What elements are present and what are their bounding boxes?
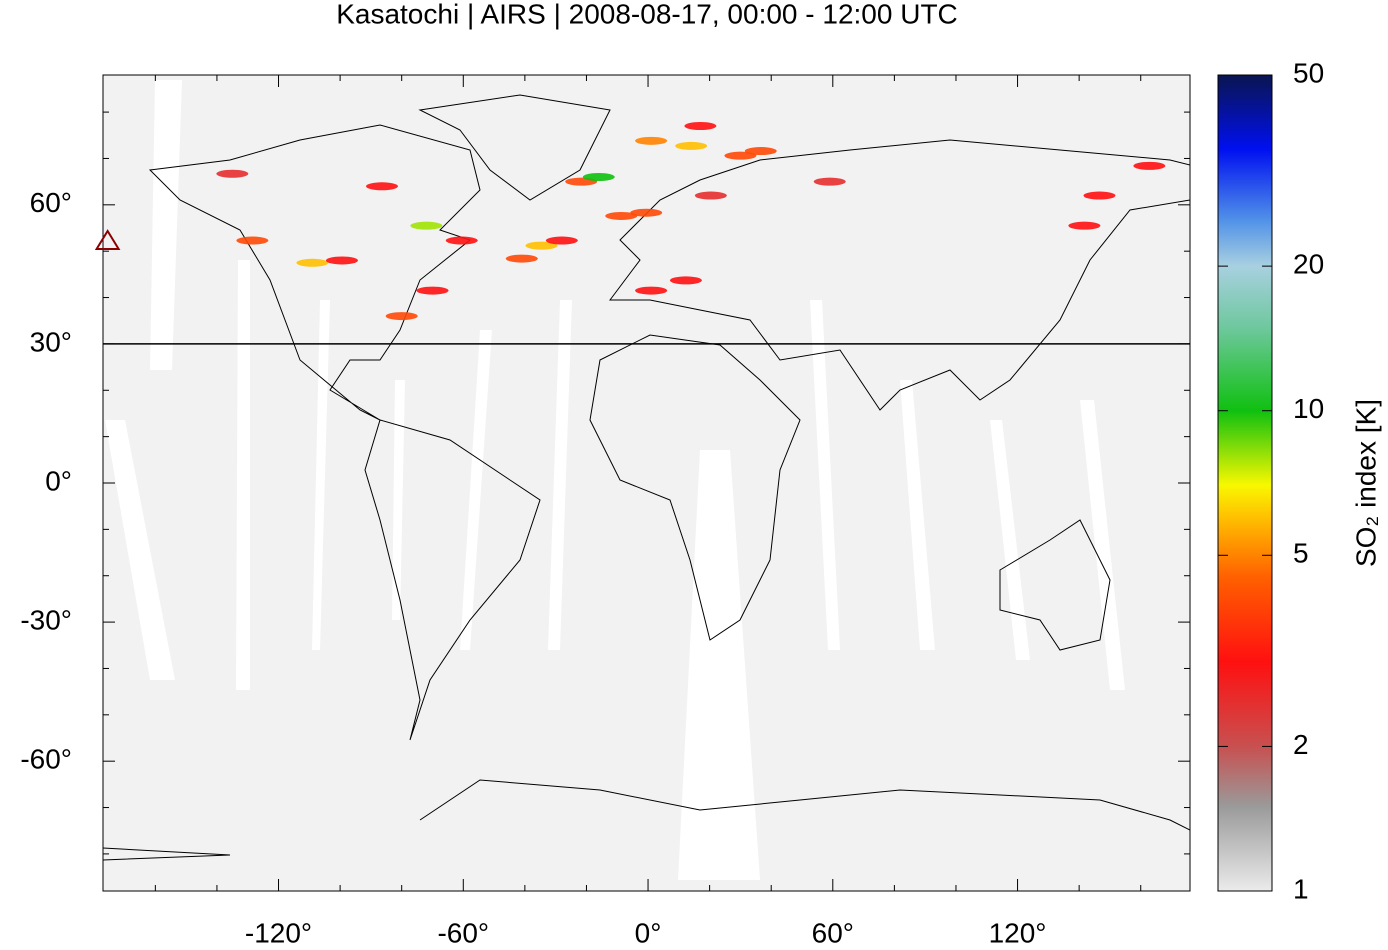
x-tick-label: 0°: [635, 917, 662, 948]
plume-cell: [1083, 191, 1116, 200]
plume-cell: [724, 151, 757, 160]
plume-cell: [1133, 161, 1166, 170]
colorbar-tick-label: 5: [1293, 538, 1309, 569]
plume-cell: [525, 241, 558, 250]
plume-cell: [505, 254, 538, 263]
plume-cell: [385, 312, 418, 321]
plume-cell: [630, 208, 663, 217]
plume-cell: [296, 258, 329, 267]
plume: [216, 122, 1166, 321]
plume-cell: [694, 191, 727, 200]
plume-cell: [582, 173, 615, 181]
plume-cell: [744, 147, 777, 156]
x-tick-label: 60°: [812, 917, 854, 948]
colorbar-tick-label: 50: [1293, 57, 1324, 88]
y-tick-label: 60°: [30, 187, 72, 218]
x-tick-label: -120°: [245, 917, 312, 948]
map-background: [103, 75, 1190, 891]
plume-cell: [545, 236, 578, 245]
coastlines: [103, 94, 1190, 861]
chart-title: Kasatochi | AIRS | 2008-08-17, 00:00 - 1…: [336, 0, 958, 29]
x-tick-label: -60°: [437, 917, 489, 948]
plume-cell: [236, 236, 269, 245]
plume-cell: [813, 177, 846, 186]
y-tick-label: 0°: [45, 465, 72, 496]
plume-cell: [325, 256, 358, 265]
plume-cell: [1068, 221, 1101, 230]
plume-cell: [216, 169, 249, 178]
colorbar-label: SO₂ index [K]: [1350, 399, 1381, 567]
plume-cell: [365, 182, 398, 191]
plume-cell: [445, 236, 478, 245]
y-tick-label: -30°: [20, 604, 72, 635]
x-tick-label: 120°: [989, 917, 1047, 948]
plume-cell: [605, 211, 638, 220]
y-tick-label: -60°: [20, 744, 72, 775]
colorbar-tick-label: 20: [1293, 249, 1324, 280]
plume-cell: [635, 286, 668, 295]
swath-gaps: [105, 80, 1125, 880]
plume-cell: [635, 136, 668, 145]
plume-cell: [675, 141, 708, 150]
colorbar: [1217, 74, 1273, 892]
y-tick-label: 30°: [30, 326, 72, 357]
plume-cell: [416, 286, 449, 295]
colorbar-tick-label: 2: [1293, 729, 1309, 760]
plume-cell: [669, 276, 702, 285]
plume-cell: [410, 221, 443, 230]
colorbar-tick-label: 1: [1293, 873, 1309, 904]
volcano-marker: [94, 229, 121, 250]
colorbar-tick-label: 10: [1293, 393, 1324, 424]
plume-cell: [684, 122, 717, 130]
